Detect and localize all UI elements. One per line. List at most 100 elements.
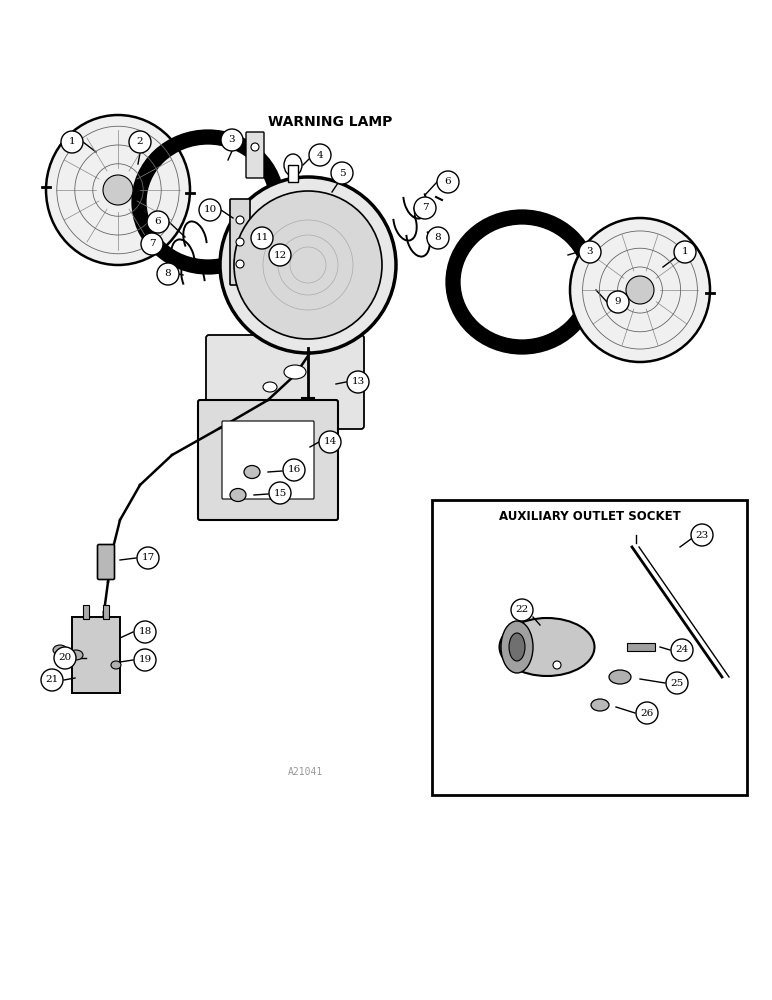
Text: 12: 12: [273, 250, 286, 259]
Circle shape: [129, 131, 151, 153]
Bar: [432, 500, 747, 795]
Text: 15: 15: [273, 488, 286, 497]
Circle shape: [236, 260, 244, 268]
Circle shape: [691, 524, 713, 546]
Text: 24: 24: [676, 646, 689, 654]
Bar: [103, 605, 109, 619]
Text: 26: 26: [641, 708, 654, 718]
Text: 3: 3: [587, 247, 594, 256]
Circle shape: [41, 669, 63, 691]
Text: 6: 6: [445, 178, 452, 186]
Circle shape: [347, 371, 369, 393]
FancyBboxPatch shape: [206, 335, 364, 429]
Text: 4: 4: [317, 150, 323, 159]
Circle shape: [251, 143, 259, 151]
Ellipse shape: [53, 645, 67, 655]
Circle shape: [157, 263, 179, 285]
Circle shape: [199, 199, 221, 221]
Circle shape: [437, 171, 459, 193]
Ellipse shape: [591, 699, 609, 711]
Ellipse shape: [609, 670, 631, 684]
Circle shape: [236, 216, 244, 224]
Ellipse shape: [103, 175, 133, 205]
Circle shape: [251, 227, 273, 249]
Text: 8: 8: [164, 269, 171, 278]
Text: 21: 21: [46, 676, 59, 684]
Text: 8: 8: [435, 233, 442, 242]
Text: 20: 20: [59, 654, 72, 662]
Text: A21041: A21041: [287, 767, 323, 777]
Bar: [288, 165, 298, 182]
Text: 1: 1: [69, 137, 76, 146]
Circle shape: [319, 431, 341, 453]
Text: 25: 25: [670, 678, 684, 688]
Circle shape: [671, 639, 693, 661]
Circle shape: [579, 241, 601, 263]
Circle shape: [221, 129, 243, 151]
Ellipse shape: [263, 382, 277, 392]
Circle shape: [553, 661, 561, 669]
Text: 11: 11: [256, 233, 269, 242]
Bar: [72, 617, 120, 693]
Circle shape: [269, 244, 291, 266]
Text: 14: 14: [323, 438, 337, 446]
Ellipse shape: [230, 488, 246, 502]
Circle shape: [147, 211, 169, 233]
Text: 10: 10: [203, 206, 217, 215]
Text: 9: 9: [615, 298, 621, 306]
Circle shape: [309, 144, 331, 166]
Circle shape: [236, 238, 244, 246]
Circle shape: [61, 131, 83, 153]
Circle shape: [54, 647, 76, 669]
Ellipse shape: [244, 466, 260, 479]
Text: 1: 1: [682, 247, 689, 256]
Text: 18: 18: [138, 628, 151, 637]
Text: 7: 7: [149, 239, 155, 248]
FancyBboxPatch shape: [246, 132, 264, 178]
Ellipse shape: [234, 191, 382, 339]
Bar: [627, 643, 655, 651]
Ellipse shape: [509, 633, 525, 661]
Ellipse shape: [570, 218, 710, 362]
Circle shape: [511, 599, 533, 621]
Text: 5: 5: [339, 168, 345, 178]
Circle shape: [269, 482, 291, 504]
Circle shape: [141, 233, 163, 255]
FancyBboxPatch shape: [222, 421, 314, 499]
Text: 6: 6: [154, 218, 161, 227]
Text: 19: 19: [138, 656, 151, 664]
Text: AUXILIARY OUTLET SOCKET: AUXILIARY OUTLET SOCKET: [499, 510, 680, 522]
Text: 3: 3: [229, 135, 235, 144]
Text: 13: 13: [351, 377, 364, 386]
Circle shape: [137, 547, 159, 569]
Ellipse shape: [626, 276, 654, 304]
Circle shape: [283, 459, 305, 481]
Text: WARNING LAMP: WARNING LAMP: [268, 115, 392, 129]
Text: 16: 16: [287, 466, 300, 475]
FancyBboxPatch shape: [230, 199, 250, 285]
Circle shape: [134, 621, 156, 643]
Text: 2: 2: [137, 137, 144, 146]
Text: 17: 17: [141, 554, 154, 562]
Ellipse shape: [499, 618, 594, 676]
Circle shape: [134, 649, 156, 671]
Text: 23: 23: [696, 530, 709, 540]
Ellipse shape: [284, 365, 306, 379]
Bar: [83, 605, 89, 619]
Ellipse shape: [46, 115, 190, 265]
Circle shape: [414, 197, 436, 219]
Text: 22: 22: [516, 605, 529, 614]
FancyBboxPatch shape: [97, 544, 114, 580]
Circle shape: [427, 227, 449, 249]
Ellipse shape: [69, 650, 83, 660]
Ellipse shape: [111, 661, 121, 669]
Ellipse shape: [284, 154, 302, 176]
Text: 7: 7: [422, 204, 428, 213]
Ellipse shape: [501, 621, 533, 673]
Circle shape: [607, 291, 629, 313]
Circle shape: [636, 702, 658, 724]
Ellipse shape: [220, 177, 396, 353]
Circle shape: [666, 672, 688, 694]
Circle shape: [674, 241, 696, 263]
FancyBboxPatch shape: [198, 400, 338, 520]
